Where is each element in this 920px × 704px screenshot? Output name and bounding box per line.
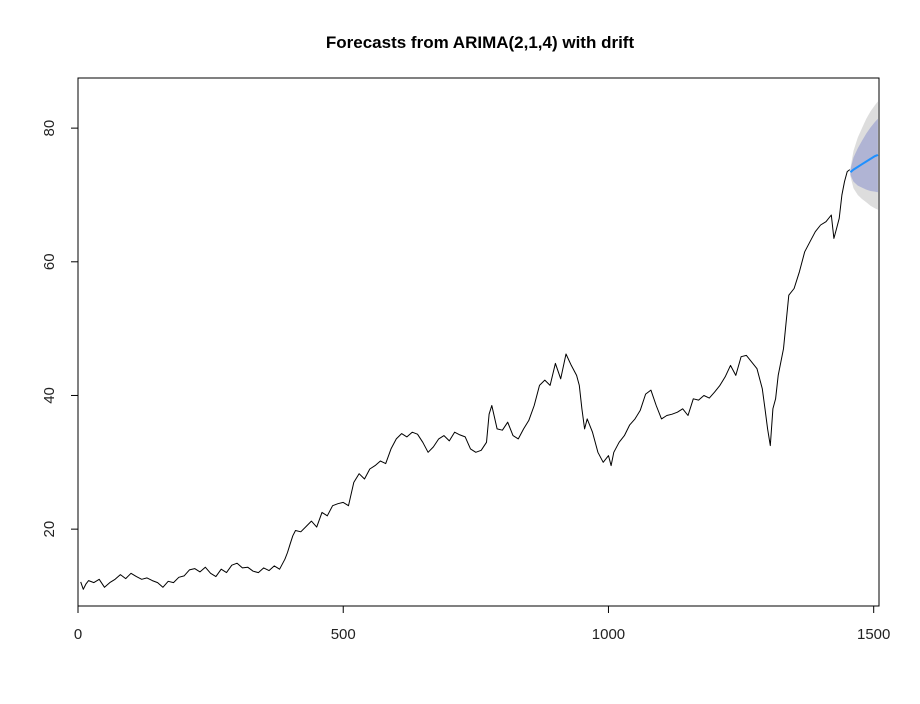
x-axis: 0 500 1000 1500 [74,605,890,643]
forecast-band-80 [850,118,878,193]
y-tick-label: 60 [41,253,58,270]
chart-title: Forecasts from ARIMA(2,1,4) with drift [326,33,635,52]
x-tick-label: 1000 [592,626,625,643]
x-tick-label: 0 [74,626,82,643]
historical-series-line [80,169,851,590]
y-axis: 20 40 60 80 [41,120,79,538]
x-tick-label: 1500 [857,626,890,643]
series-layer [80,153,879,590]
x-tick-label: 500 [331,626,356,643]
forecast-mean-line [849,153,879,173]
y-tick-label: 80 [41,120,58,137]
y-tick-label: 40 [41,387,58,404]
y-tick-label: 20 [41,521,58,538]
plot-area-border [77,77,880,607]
forecast-bands [850,101,878,210]
